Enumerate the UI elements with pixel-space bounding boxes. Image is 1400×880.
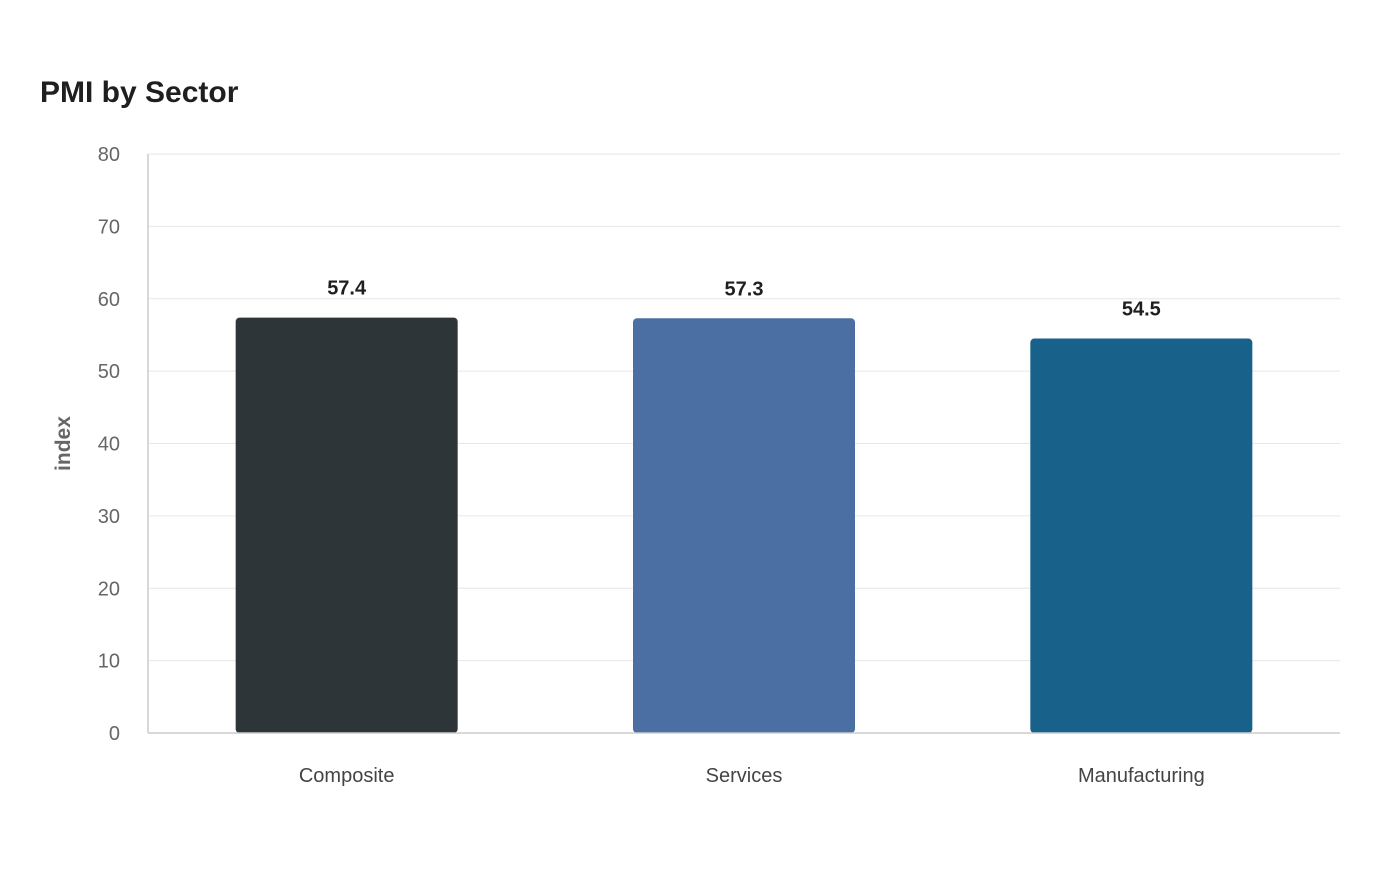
bar-manufacturing[interactable] — [1030, 338, 1253, 733]
y-tick-label: 80 — [98, 144, 120, 166]
y-axis-label: index — [52, 416, 75, 471]
y-tick-label: 70 — [98, 216, 120, 238]
bars — [235, 317, 1253, 733]
y-tick-label: 30 — [98, 506, 120, 528]
y-tick-label: 40 — [98, 434, 120, 456]
y-axis-ticks: 0 10 20 30 40 50 60 70 80 — [98, 144, 120, 745]
y-tick-label: 0 — [109, 723, 120, 745]
chart-title: PMI by Sector — [40, 76, 239, 109]
data-label-services: 57.3 — [725, 278, 764, 300]
y-tick-label: 10 — [98, 651, 120, 673]
x-tick-label-manufacturing: Manufacturing — [1078, 765, 1205, 787]
data-label-manufacturing: 54.5 — [1122, 299, 1161, 321]
x-axis-ticks: Composite Services Manufacturing — [299, 765, 1205, 787]
y-tick-label: 60 — [98, 289, 120, 311]
data-label-composite: 57.4 — [327, 278, 367, 300]
bar-services[interactable] — [633, 318, 855, 733]
y-tick-label: 50 — [98, 361, 120, 383]
x-tick-label-services: Services — [706, 765, 783, 787]
x-tick-label-composite: Composite — [299, 765, 395, 787]
y-tick-label: 20 — [98, 578, 120, 600]
data-labels: 57.4 57.3 54.5 — [327, 278, 1161, 321]
bar-composite[interactable] — [235, 317, 458, 733]
